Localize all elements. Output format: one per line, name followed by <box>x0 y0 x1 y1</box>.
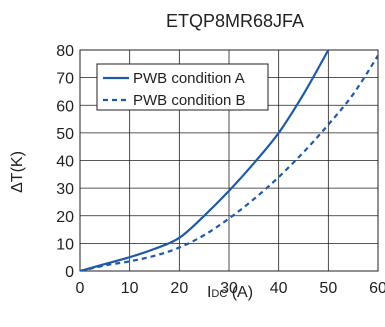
x-tick-label-50: 50 <box>319 280 337 297</box>
x-axis-label-main: I <box>207 284 211 301</box>
x-tick-label-60: 60 <box>369 280 385 297</box>
y-tick-label-20: 20 <box>56 209 74 226</box>
y-tick-label-60: 60 <box>56 98 74 115</box>
x-axis-label: IDC (A) <box>207 284 253 301</box>
y-tick-label-0: 0 <box>65 264 74 281</box>
series-layer <box>80 49 378 271</box>
x-tick-label-30: 30 <box>220 280 238 297</box>
x-tick-label-10: 10 <box>121 280 139 297</box>
x-axis-label-unit: (A) <box>227 284 253 301</box>
chart-title: ETQP8MR68JFA <box>166 11 304 31</box>
y-axis-label: ΔT(K) <box>9 151 26 193</box>
legend-label-b: PWB condition B <box>133 92 246 109</box>
plot-frame <box>79 49 379 272</box>
y-tick-label-10: 10 <box>56 236 74 253</box>
legend-label-a: PWB condition A <box>133 70 245 87</box>
series-line-a <box>80 49 330 271</box>
y-tick-label-50: 50 <box>56 126 74 143</box>
y-tick-label-80: 80 <box>56 43 74 60</box>
y-tick-label-70: 70 <box>56 71 74 88</box>
legend-box <box>96 63 269 111</box>
legend: PWB condition A PWB condition B <box>96 63 269 111</box>
x-axis-ticks: 0 10 20 30 40 50 60 <box>76 280 385 297</box>
y-tick-label-30: 30 <box>56 181 74 198</box>
y-tick-label-40: 40 <box>56 154 74 171</box>
x-tick-label-0: 0 <box>76 280 85 297</box>
x-tick-label-40: 40 <box>270 280 288 297</box>
x-tick-label-20: 20 <box>170 280 188 297</box>
y-axis-ticks: 0 10 20 30 40 50 60 70 80 <box>56 43 74 281</box>
x-axis-label-sub: DC <box>211 288 227 300</box>
